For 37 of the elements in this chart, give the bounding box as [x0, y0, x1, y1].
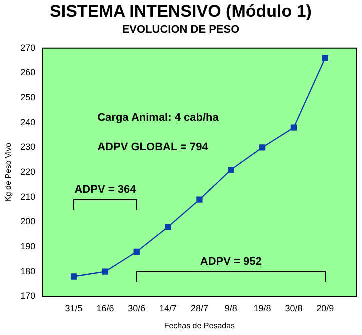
annotation: ADPV = 952	[200, 256, 262, 268]
x-tick-label: 20/9	[316, 303, 334, 314]
x-tick-label: 30/6	[128, 303, 146, 314]
annotation: ADPV GLOBAL = 794	[98, 142, 210, 154]
point	[322, 55, 328, 62]
y-axis-title: Kg de Peso Vivo	[4, 142, 14, 202]
x-tick-label: 30/8	[285, 303, 303, 314]
y-tick-label: 270	[20, 42, 36, 53]
point	[102, 268, 109, 275]
point	[165, 224, 172, 230]
y-tick-label: 210	[20, 192, 36, 202]
x-tick-label: 9/8	[224, 303, 238, 314]
annotation: Carga Animal: 4 cab/ha	[98, 112, 220, 124]
point	[259, 144, 266, 151]
y-tick-label: 230	[20, 142, 36, 152]
chart-title: SISTEMA INTENSIVO (Módulo 1)	[49, 2, 313, 22]
point	[70, 274, 78, 280]
x-tick-label: 14/7	[160, 303, 178, 314]
point	[228, 166, 234, 174]
annotation: ADPV = 364	[74, 184, 138, 196]
y-tick-label: 260	[20, 68, 36, 78]
x-tick-label: 28/7	[190, 303, 208, 314]
y-tick-label: 180	[20, 266, 36, 276]
point	[290, 124, 298, 131]
x-tick-label: 16/6	[96, 303, 114, 314]
y-tick-label: 170	[20, 291, 36, 302]
point	[134, 248, 140, 255]
chart-subtitle: EVOLUCION DE PESO	[121, 24, 241, 36]
x-tick-label: 19/8	[254, 303, 272, 314]
point	[196, 196, 203, 203]
x-axis-title: Fechas de Pesadas	[164, 321, 236, 330]
y-tick-label: 200	[20, 216, 36, 227]
y-tick-label: 190	[20, 241, 36, 252]
y-tick-label: 220	[20, 166, 36, 177]
y-tick-label: 250	[20, 92, 36, 103]
x-tick-label: 31/5	[65, 303, 83, 314]
y-tick-label: 240	[20, 117, 36, 128]
